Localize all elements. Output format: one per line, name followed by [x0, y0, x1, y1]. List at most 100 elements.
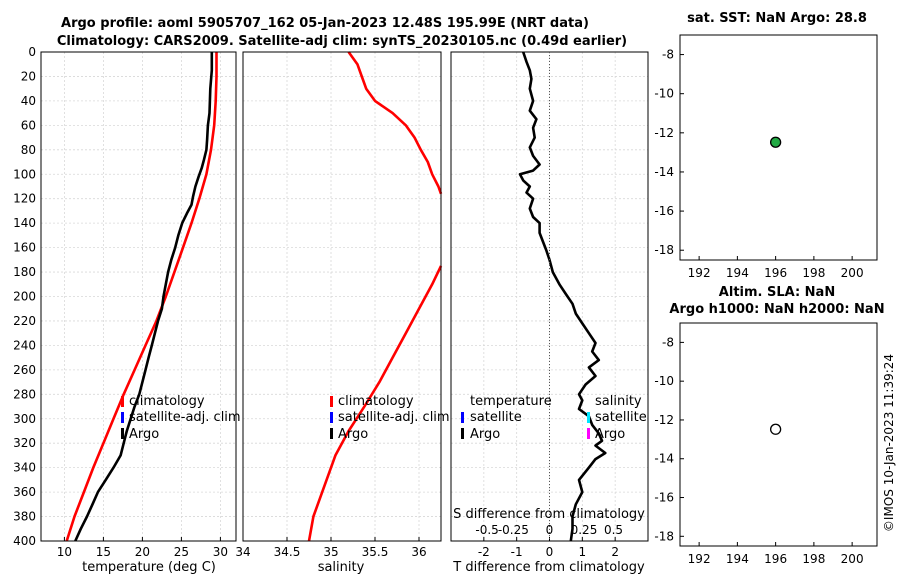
series-line-climatology	[65, 52, 218, 542]
temperature-panel: 10 15 20 25 30020406080100120140160180200220…	[13, 45, 237, 559]
difference-xlabel: T difference from climatology	[452, 560, 645, 575]
y-tick-label: 280	[13, 387, 36, 401]
y-tick-label: 0	[28, 45, 36, 59]
y-tick-label: 400	[13, 534, 36, 548]
difference-legend: temperature satellite Argo salinity sate…	[461, 394, 647, 442]
x2-tick-label: -0.5	[475, 523, 498, 537]
salinity-xlabel: salinity	[318, 560, 365, 575]
y-tick-label: 40	[21, 94, 36, 108]
x-tick-label: 30	[213, 545, 228, 559]
map-y-tick-label: -10	[654, 374, 674, 388]
x-tick-label: 34	[235, 545, 250, 559]
figure-title-line1: Argo profile: aoml 5905707_162 05-Jan-20…	[61, 16, 589, 31]
sal-legend-satellite-swatch	[330, 412, 333, 423]
y-tick-label: 340	[13, 461, 36, 475]
y-tick-label: 380	[13, 510, 36, 524]
float-location-marker	[769, 423, 782, 435]
map-x-tick-label: 194	[726, 266, 749, 280]
temperature-xlabel: temperature (deg C)	[82, 560, 216, 575]
y-tick-label: 360	[13, 485, 36, 499]
map-frame	[679, 34, 878, 261]
map-x-tick-label: 196	[764, 552, 787, 566]
map-x-tick-label: 192	[688, 552, 711, 566]
map-y-tick-label: -10	[654, 87, 674, 101]
diff-legend-t-argo-label: Argo	[470, 427, 500, 442]
map-x-tick-label: 200	[841, 552, 864, 566]
y-tick-label: 240	[13, 338, 36, 352]
sla-map-title-line1: Altim. SLA: NaN	[719, 285, 835, 300]
diff-legend-s-satellite-label: satellite	[595, 410, 647, 425]
diff-legend-t-satellite-swatch	[461, 412, 464, 423]
y-tick-label: 140	[13, 216, 36, 230]
y-tick-label: 100	[13, 167, 36, 181]
float-location-marker	[769, 136, 782, 148]
x-tick-label: 35.5	[362, 545, 389, 559]
timestamp: ©IMOS 10-Jan-2023 11:39:24	[882, 354, 896, 532]
diff-legend-s-satellite-swatch	[587, 412, 590, 423]
x-tick-label: 25	[174, 545, 189, 559]
x-tick-label: -1	[511, 545, 523, 559]
temperature-legend: climatology satellite-adj. clim Argo	[121, 394, 241, 442]
sal-legend-argo-label: Argo	[338, 427, 368, 442]
legend-argo-label: Argo	[129, 427, 159, 442]
sst-map-title: sat. SST: NaN Argo: 28.8	[687, 11, 867, 26]
x2-tick-label: -0.25	[498, 523, 529, 537]
map-y-tick-label: -12	[654, 413, 674, 427]
x-tick-label: -2	[478, 545, 490, 559]
map-y-tick-label: -12	[654, 126, 674, 140]
x-tick-label: 15	[96, 545, 111, 559]
x-tick-label: 2	[611, 545, 619, 559]
legend-argo-swatch	[121, 428, 124, 439]
sal-legend-climatology-label: climatology	[338, 394, 414, 409]
diff-legend-temperature-label: temperature	[470, 394, 552, 409]
y-tick-label: 200	[13, 290, 36, 304]
map-x-tick-label: 196	[764, 266, 787, 280]
sal-legend-climatology-swatch	[330, 396, 333, 407]
map-y-tick-label: -14	[654, 165, 674, 179]
series-line-argo	[74, 52, 214, 542]
legend-satellite-label: satellite-adj. clim	[129, 410, 241, 425]
map-x-tick-label: 198	[802, 552, 825, 566]
y-tick-label: 80	[21, 143, 36, 157]
map-x-tick-label: 200	[841, 266, 864, 280]
diff-legend-s-argo-label: Argo	[595, 427, 625, 442]
diff-legend-t-argo-swatch	[461, 428, 464, 439]
legend-climatology-label: climatology	[129, 394, 205, 409]
series-line-climatology-upper-	[347, 51, 443, 195]
series-line-climatology-lower-	[307, 265, 443, 542]
map-y-tick-label: -8	[662, 48, 674, 62]
y-tick-label: 160	[13, 241, 36, 255]
y-tick-label: 260	[13, 363, 36, 377]
y-tick-label: 20	[21, 69, 36, 83]
x-tick-label: 0	[546, 545, 554, 559]
x2-tick-label: 0.25	[571, 523, 598, 537]
x-tick-label: 35	[323, 545, 338, 559]
x2-tick-label: 0.5	[604, 523, 623, 537]
diff-legend-s-argo-swatch	[587, 428, 590, 439]
salinity-panel: 34 34.5 35 35.5 36	[235, 51, 443, 559]
axes-frame	[40, 51, 237, 542]
map-frame	[679, 322, 878, 547]
x-tick-label: 20	[135, 545, 150, 559]
map-y-tick-label: -14	[654, 452, 674, 466]
sla-map-panel: 192 194 196 198 200 -8 -10 -12 -14 -16 -18	[654, 322, 878, 566]
map-y-tick-label: -18	[654, 243, 674, 257]
x-tick-label: 34.5	[274, 545, 301, 559]
axes-frame	[242, 51, 442, 542]
y-tick-label: 320	[13, 436, 36, 450]
x-tick-label: 36	[411, 545, 426, 559]
sal-legend-satellite-label: satellite-adj. clim	[338, 410, 450, 425]
difference-x2label: S difference from climatology	[453, 507, 645, 522]
map-y-tick-label: -8	[662, 335, 674, 349]
diff-legend-t-satellite-label: satellite	[470, 410, 522, 425]
series-line-argo	[518, 51, 607, 542]
figure-title-line2: Climatology: CARS2009. Satellite-adj cli…	[57, 34, 627, 49]
sst-map-panel: 192 194 196 198 200 -8 -10 -12 -14 -16 -18	[654, 34, 878, 280]
x-tick-label: 1	[579, 545, 587, 559]
map-x-tick-label: 194	[726, 552, 749, 566]
diff-legend-salinity-label: salinity	[595, 394, 642, 409]
y-tick-label: 120	[13, 192, 36, 206]
x-tick-label: 10	[57, 545, 72, 559]
